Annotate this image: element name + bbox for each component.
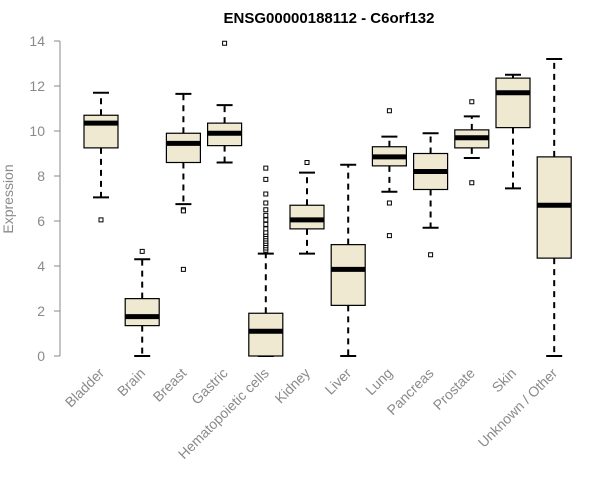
y-axis: 0 2 4 6 8 10 12 14 bbox=[29, 33, 61, 364]
x-tick-label: Skin bbox=[489, 365, 520, 396]
box-group bbox=[289, 160, 325, 255]
box bbox=[83, 114, 119, 149]
y-tick-label: 2 bbox=[37, 303, 45, 319]
chart-title: ENSG00000188112 - C6orf132 bbox=[224, 10, 435, 27]
y-tick-label: 8 bbox=[37, 168, 45, 184]
box-group bbox=[536, 58, 572, 357]
boxes bbox=[83, 40, 572, 357]
outlier-point bbox=[263, 226, 269, 232]
y-tick-label: 14 bbox=[29, 33, 45, 49]
box-group bbox=[495, 73, 531, 190]
box bbox=[165, 132, 201, 164]
outlier-point bbox=[263, 212, 269, 218]
y-tick-label: 4 bbox=[37, 258, 45, 274]
outlier-point bbox=[428, 252, 434, 258]
outlier-point bbox=[263, 221, 269, 227]
outlier-point bbox=[180, 266, 186, 272]
outlier-point bbox=[263, 176, 269, 182]
outlier-point bbox=[386, 200, 392, 206]
box bbox=[330, 244, 366, 306]
y-tick-label: 10 bbox=[29, 123, 45, 139]
box-group bbox=[371, 108, 407, 239]
box-group bbox=[248, 165, 284, 357]
box-group bbox=[454, 99, 490, 186]
outlier-point bbox=[386, 233, 392, 239]
x-tick-label: Bladder bbox=[62, 365, 108, 411]
box bbox=[495, 77, 531, 129]
outlier-point bbox=[386, 108, 392, 114]
x-tick-label: Lung bbox=[362, 365, 395, 398]
box-group bbox=[165, 92, 201, 272]
outlier-point bbox=[263, 217, 269, 223]
outlier-point bbox=[180, 208, 186, 214]
x-tick-label: Breast bbox=[150, 365, 190, 405]
box bbox=[289, 204, 325, 230]
outlier-point bbox=[469, 99, 475, 105]
outlier-point bbox=[263, 200, 269, 206]
box-group bbox=[207, 40, 243, 164]
outlier-point bbox=[263, 165, 269, 171]
y-axis-label: Expression bbox=[0, 164, 16, 233]
outlier-point bbox=[469, 180, 475, 186]
x-tick-label: Brain bbox=[114, 365, 148, 399]
y-tick-label: 12 bbox=[29, 78, 45, 94]
x-tick-label: Liver bbox=[322, 365, 355, 398]
box-group bbox=[330, 163, 366, 357]
x-tick-label: Kidney bbox=[272, 365, 314, 407]
box-group bbox=[124, 248, 160, 357]
x-tick-label: Prostate bbox=[430, 365, 478, 413]
outlier-point bbox=[98, 217, 104, 223]
outlier-point bbox=[263, 207, 269, 213]
box bbox=[124, 298, 160, 327]
box-group bbox=[83, 91, 119, 223]
box bbox=[248, 312, 284, 357]
outlier-point bbox=[304, 160, 310, 165]
y-tick-label: 6 bbox=[37, 213, 45, 229]
y-tick-label: 0 bbox=[37, 348, 45, 364]
outlier-point bbox=[263, 191, 269, 197]
outlier-point bbox=[139, 248, 145, 254]
outlier-point bbox=[222, 40, 228, 46]
box-group bbox=[413, 132, 449, 258]
